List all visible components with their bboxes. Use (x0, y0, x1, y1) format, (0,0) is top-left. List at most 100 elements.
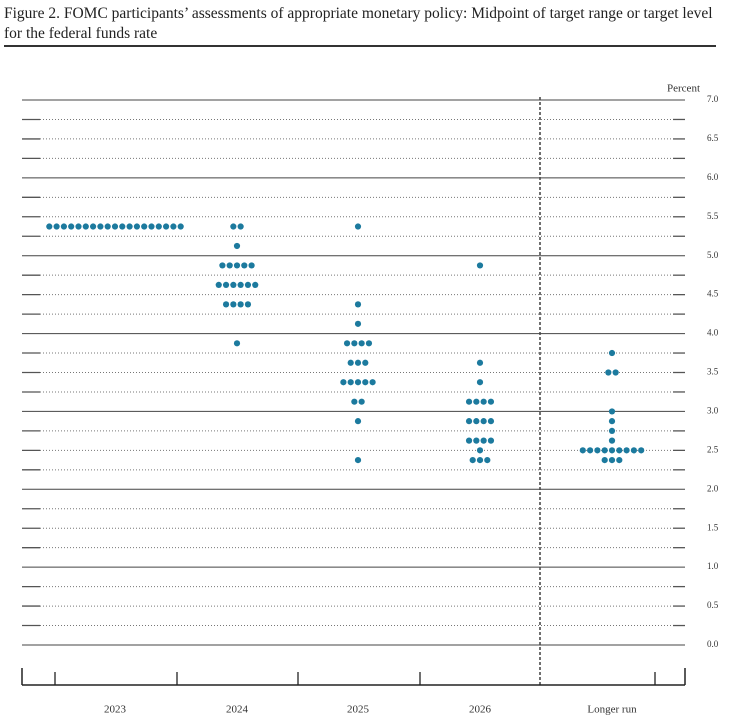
dot (347, 359, 354, 366)
dot (170, 223, 177, 230)
dot (612, 369, 619, 376)
dot (484, 456, 491, 464)
dot (608, 418, 616, 425)
dot (343, 340, 351, 347)
dot (252, 281, 259, 289)
dot (605, 369, 612, 376)
dot (75, 223, 82, 230)
y-tick-label: 3.0 (707, 405, 719, 415)
dot (480, 398, 487, 405)
dot (587, 447, 594, 454)
dot (244, 281, 252, 289)
dot (465, 418, 473, 425)
dot (369, 379, 376, 386)
dot (237, 281, 244, 289)
dot (469, 456, 476, 464)
dot (46, 223, 53, 230)
dot (616, 447, 623, 454)
dot (465, 437, 473, 444)
dot (233, 340, 241, 347)
dot (241, 262, 248, 269)
dot (222, 301, 230, 308)
dot (473, 418, 480, 425)
dot (230, 223, 237, 230)
x-tick-label: 2024 (226, 704, 249, 716)
dot (601, 447, 608, 454)
dot (354, 359, 362, 366)
dot (244, 301, 252, 308)
y-tick-label: 5.5 (707, 211, 719, 221)
y-tick-label: 2.5 (707, 444, 719, 454)
dot (237, 301, 244, 308)
dot (608, 456, 616, 464)
x-tick-label: 2026 (469, 704, 492, 716)
dot (358, 340, 365, 347)
dot (53, 223, 60, 230)
dot (465, 398, 473, 405)
dot (487, 437, 495, 444)
dot (119, 223, 126, 230)
dot (215, 281, 222, 289)
dot (354, 456, 362, 464)
dot (233, 262, 241, 269)
y-tick-label: 0.5 (707, 600, 719, 610)
dot (623, 447, 630, 454)
dot (638, 447, 645, 454)
dot (608, 349, 616, 357)
dot (362, 359, 369, 366)
y-tick-label: 4.0 (707, 328, 719, 338)
dot (362, 379, 369, 386)
dot (126, 223, 133, 230)
dot (608, 437, 616, 444)
chart-title: Figure 2. FOMC participants’ assessments… (4, 5, 713, 42)
dot (487, 418, 495, 425)
dot (608, 447, 616, 454)
dot (340, 379, 347, 386)
dot (358, 398, 365, 405)
dot (601, 456, 608, 464)
y-tick-label: 5.0 (707, 250, 719, 260)
y-tick-label: 1.5 (707, 522, 719, 532)
dot (476, 447, 484, 454)
dot (60, 223, 67, 230)
dot (480, 437, 487, 444)
y-tick-label: 3.5 (707, 367, 719, 377)
dot (473, 437, 480, 444)
dot (248, 262, 255, 269)
dot (476, 359, 484, 366)
dot (90, 223, 97, 230)
dot (630, 447, 638, 454)
dot (141, 223, 148, 230)
dot (354, 320, 362, 327)
y-tick-label: 2.0 (707, 483, 719, 493)
dot (148, 223, 155, 230)
dot (579, 447, 586, 454)
dot (487, 398, 495, 405)
x-tick-label: 2025 (347, 704, 370, 716)
y-tick-label: 1.0 (707, 561, 719, 571)
dot (104, 223, 111, 230)
dot (476, 379, 484, 386)
dot (476, 456, 484, 464)
dot (155, 223, 162, 230)
dot (163, 223, 170, 230)
dot (480, 418, 487, 425)
dot (230, 281, 237, 289)
dot (354, 301, 362, 308)
dot (351, 340, 358, 347)
dot (616, 456, 623, 464)
dot (133, 223, 140, 230)
dot (365, 340, 373, 347)
dot (82, 223, 89, 230)
dot (608, 408, 616, 415)
x-tick-label: 2023 (104, 704, 127, 716)
title-rule (4, 45, 716, 47)
y-tick-label: 0.0 (707, 639, 719, 649)
dot (354, 379, 362, 386)
dot (351, 398, 358, 405)
dot (177, 223, 184, 230)
dot (347, 379, 354, 386)
dot (594, 447, 601, 454)
